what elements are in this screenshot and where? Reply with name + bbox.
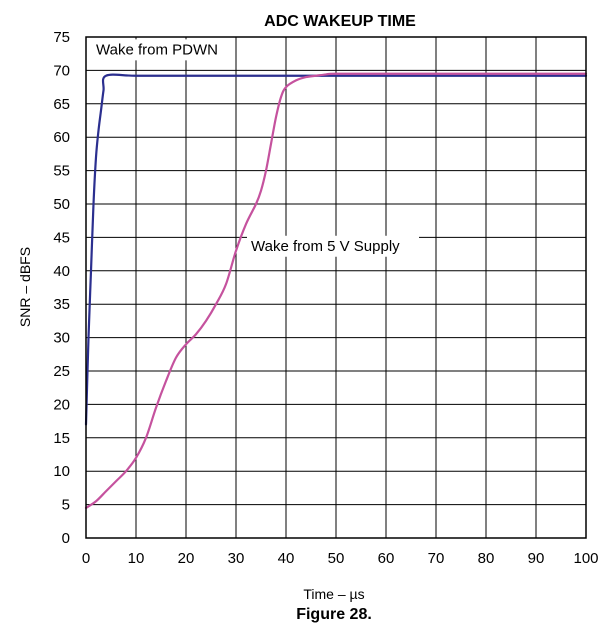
x-tick-label: 70 — [428, 550, 445, 567]
plot-frame — [85, 36, 587, 539]
grid — [85, 36, 587, 539]
x-tick-label: 100 — [573, 550, 598, 567]
annotation-background — [247, 235, 419, 257]
y-tick-label: 20 — [53, 396, 70, 413]
x-tick-label: 80 — [478, 550, 495, 567]
y-tick-label: 35 — [53, 296, 70, 313]
y-tick-label: 5 — [62, 497, 70, 514]
y-tick-label: 25 — [53, 363, 70, 380]
y-tick-label: 75 — [53, 29, 70, 46]
y-tick-label: 40 — [53, 263, 70, 280]
y-tick-label: 55 — [53, 163, 70, 180]
x-tick-label: 10 — [128, 550, 145, 567]
y-tick-label: 15 — [53, 430, 70, 447]
y-tick-label: 30 — [53, 330, 70, 347]
x-tick-label: 50 — [328, 550, 345, 567]
figure-caption: Figure 28. — [296, 606, 372, 623]
x-axis-label: Time – µs — [303, 586, 364, 602]
series-annotation: Wake from 5 V Supply — [251, 238, 400, 255]
y-tick-label: 60 — [53, 129, 70, 146]
y-tick-label: 45 — [53, 229, 70, 246]
x-tick-label: 0 — [82, 550, 90, 567]
y-axis-label: SNR – dBFS — [17, 247, 33, 327]
chart-title: ADC WAKEUP TIME — [264, 13, 416, 30]
y-tick-label: 50 — [53, 196, 70, 213]
y-tick-label: 0 — [62, 530, 70, 547]
annotations: Wake from PDWN Wake from 5 V Supply — [92, 39, 419, 257]
x-tick-label: 20 — [178, 550, 195, 567]
series-line-pdwn — [84, 73, 588, 426]
x-tick-label: 40 — [278, 550, 295, 567]
x-tick-label: 60 — [378, 550, 395, 567]
series-layer — [84, 72, 588, 510]
x-tick-label: 90 — [528, 550, 545, 567]
x-tick-label: 30 — [228, 550, 245, 567]
x-tick-labels: 0 10 20 30 40 50 60 70 80 90 100 — [82, 550, 599, 567]
y-tick-label: 70 — [53, 62, 70, 79]
series-line-supply — [84, 72, 588, 510]
annotation-background — [92, 39, 215, 61]
y-tick-label: 65 — [53, 96, 70, 113]
y-tick-labels: 0 5 10 15 20 25 30 35 40 45 50 55 60 65 70 75 — [53, 29, 70, 547]
series-annotation: Wake from PDWN — [96, 41, 218, 58]
y-tick-label: 10 — [53, 463, 70, 480]
